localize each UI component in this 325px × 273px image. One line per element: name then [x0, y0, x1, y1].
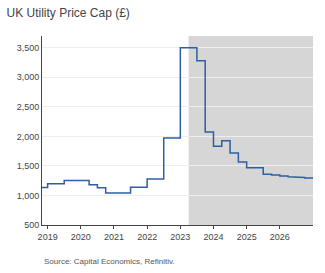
- svg-text:Source: Capital Economics, Ref: Source: Capital Economics, Refinitiv.: [44, 257, 175, 266]
- svg-text:2020: 2020: [71, 232, 91, 242]
- svg-text:UK Utility Price Cap (£): UK Utility Price Cap (£): [7, 6, 130, 20]
- svg-text:2021: 2021: [104, 232, 124, 242]
- svg-text:2,000: 2,000: [17, 132, 40, 142]
- svg-text:500: 500: [24, 220, 39, 230]
- svg-text:2,500: 2,500: [17, 102, 40, 112]
- svg-text:1,500: 1,500: [17, 161, 40, 171]
- svg-text:1,000: 1,000: [17, 191, 40, 201]
- svg-text:2019: 2019: [38, 232, 58, 242]
- svg-text:2024: 2024: [203, 232, 223, 242]
- svg-text:2025: 2025: [237, 232, 257, 242]
- svg-text:2026: 2026: [270, 232, 290, 242]
- svg-text:2022: 2022: [137, 232, 157, 242]
- svg-text:3,000: 3,000: [17, 72, 40, 82]
- svg-text:3,500: 3,500: [17, 43, 40, 53]
- svg-text:2023: 2023: [170, 232, 190, 242]
